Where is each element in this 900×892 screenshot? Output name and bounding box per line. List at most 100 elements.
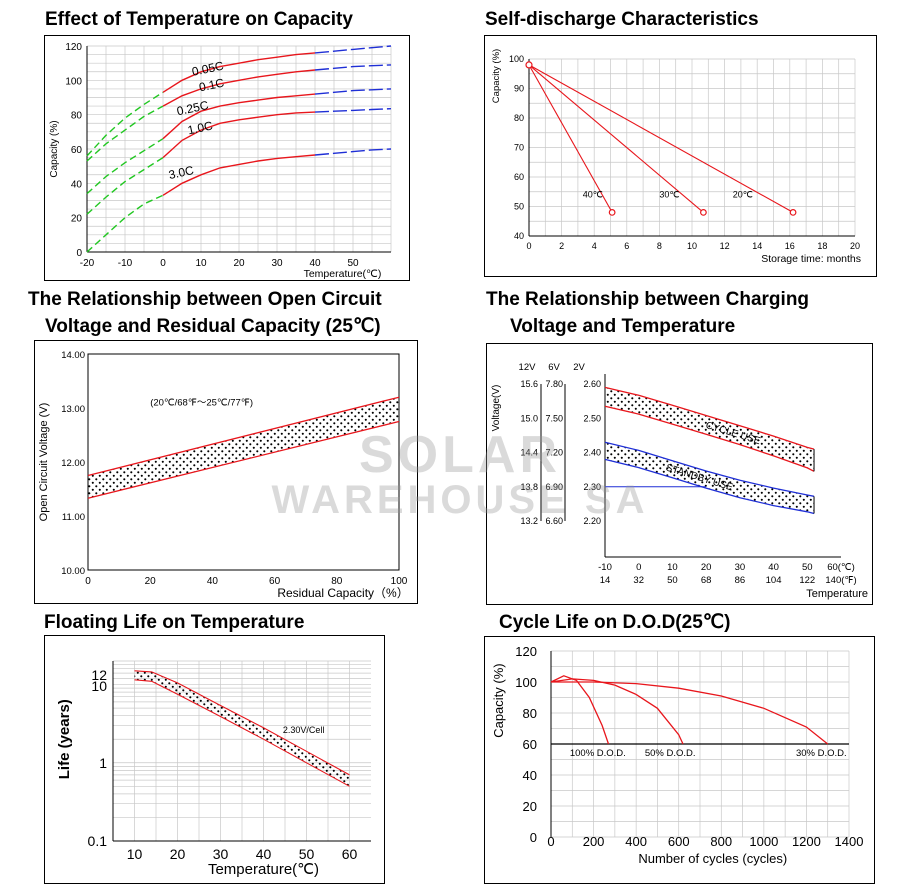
series-line-0.05C [162,52,316,93]
x-tick-label-c: -10 [598,562,612,573]
x-tick-label-f: 104 [766,575,782,586]
y-tick-label: 50 [514,202,524,212]
y-tick-label: 60 [514,172,524,182]
chart3-plot: 10.00 11.00 12.00 13.00 14.00 0 20 40 60 80 100Res… [38,350,409,600]
y-tick-label-2v: 2.50 [583,413,601,423]
y-tick-label: 80 [514,113,524,123]
y-tick-label: 14.00 [61,350,85,361]
y-tick-label: 100 [515,675,537,690]
x-tick-label: 20 [170,846,186,862]
y-tick-label: 60 [523,737,537,752]
series-line-3.0C-high-temp [314,148,392,156]
band-fill-0 [605,387,814,472]
y-tick-label: 80 [71,111,83,122]
chart4-title-line1: The Relationship between Charging [486,289,810,310]
chart1-title: Effect of Temperature on Capacity [45,9,353,30]
band-upper-line [134,670,350,776]
x-tick-label: 12 [720,241,730,251]
chart1-panel: 0 20 40 60 80 100 120 -20 -10 0 10 20 30 40 50 Temperat… [44,35,410,281]
x-tick-label: 10 [127,846,143,862]
x-tick-label-f: 32 [633,575,644,586]
chart2-title: Self-discharge Characteristics [485,9,759,30]
series-label: 30% D.O.D. [796,748,847,759]
y-axis-label: Capacity (%) [49,120,60,177]
series-label: 3.0C [167,163,195,182]
x-tick-label: 8 [657,241,662,251]
x-tick-label: 40 [309,258,321,269]
series-end-marker [700,208,707,216]
chart2-plot: 40 50 60 70 80 90 100 0 2 4 6 8 10 12 14 16 18 20 Storage … [491,49,861,265]
series-line-0.1C-high-temp [314,64,392,71]
band-lower-line-1 [604,458,815,515]
x-axis-label: Temperature [806,588,868,600]
y-tick-label: 40 [514,231,524,241]
series-line-40℃ [528,64,613,213]
y-tick-label: 100 [65,76,82,87]
x-tick-label-f: 140(℉) [825,575,856,586]
y-tick-label: 80 [523,706,537,721]
band-fill-1 [605,442,814,514]
y-tick-label-2v: 2.60 [583,379,601,389]
series-line-0.1C [162,69,316,107]
y-tick-label: 60 [71,145,83,156]
series-label: 50% D.O.D. [645,748,696,759]
chart1-plot: 0 20 40 60 80 100 120 -20 -10 0 10 20 30 40 50Temperat… [49,42,392,280]
y-tick-label: 40 [71,179,83,190]
chart3-panel: 10.00 11.00 12.00 13.00 14.00 0 20 40 60 80 100 Res… [34,340,418,604]
y-tick-label-12v: 15.0 [520,413,538,423]
x-tick-label: 200 [583,834,605,849]
series-line-3.0C-low-temp [86,194,164,253]
band-annotation: (20℃/68℉～25℃/77℉) [150,397,253,408]
x-axis-label: Residual Capacity（%） [277,586,408,600]
chart4-title-line2: Voltage and Temperature [510,316,736,337]
x-tick-label: 18 [817,241,827,251]
x-tick-label-f: 86 [735,575,746,586]
x-tick-label-c: 30 [735,562,746,573]
x-tick-label: 100 [391,576,408,587]
x-tick-label-f: 122 [799,575,815,586]
y-tick-label: 13.00 [61,404,85,415]
x-tick-label: 40 [207,576,219,587]
series-line-3.0C [162,154,316,196]
series-end-marker [608,208,616,216]
y-axis-label: Capacity (%) [491,663,506,737]
x-tick-label: 60 [342,846,358,862]
x-tick-label: 0 [526,241,531,251]
series-line-0.05C-high-temp [314,45,392,54]
x-tick-label: 4 [592,241,597,251]
series-label: 30℃ [659,190,679,200]
axis-head-label: 6V [548,362,560,373]
series-line-30℃ [528,64,704,213]
x-tick-label: 20 [850,241,860,251]
chart3-title-line2: Voltage and Residual Capacity (25℃) [45,316,381,337]
y-tick-label-12v: 13.2 [520,516,538,526]
y-tick-label: 0.1 [88,833,108,849]
x-tick-label: 80 [331,576,343,587]
y-tick-label-6v: 7.20 [545,448,563,458]
y-tick-label-2v: 2.20 [583,516,601,526]
start-marker [525,61,533,69]
x-tick-label: 1000 [749,834,778,849]
band-lower-line [87,420,400,499]
band-upper-line [87,396,400,477]
x-tick-label-c: 40 [768,562,779,573]
x-tick-label-c: 0 [636,562,641,573]
y-tick-label: 20 [523,799,537,814]
x-tick-label-f: 50 [667,575,678,586]
series-label: 20℃ [733,190,753,200]
y-axis-label: Open Circuit Voltage (V) [38,403,50,522]
series-line-0.25C-high-temp [314,88,392,95]
x-tick-label: 40 [256,846,272,862]
series-line-50% D.O.D. [550,678,684,745]
y-tick-label: 0 [530,830,537,845]
series-line-30% D.O.D. [551,681,829,745]
chart6-title: Cycle Life on D.O.D(25℃) [499,612,731,633]
axis-head-label: 2V [573,362,585,373]
y-tick-label-6v: 6.60 [545,516,563,526]
series-label: 1.0C [186,118,214,137]
y-axis-label: Life (years) [56,699,73,779]
x-tick-label: 6 [624,241,629,251]
x-tick-label: 16 [785,241,795,251]
y-tick-label-6v: 7.80 [545,379,563,389]
